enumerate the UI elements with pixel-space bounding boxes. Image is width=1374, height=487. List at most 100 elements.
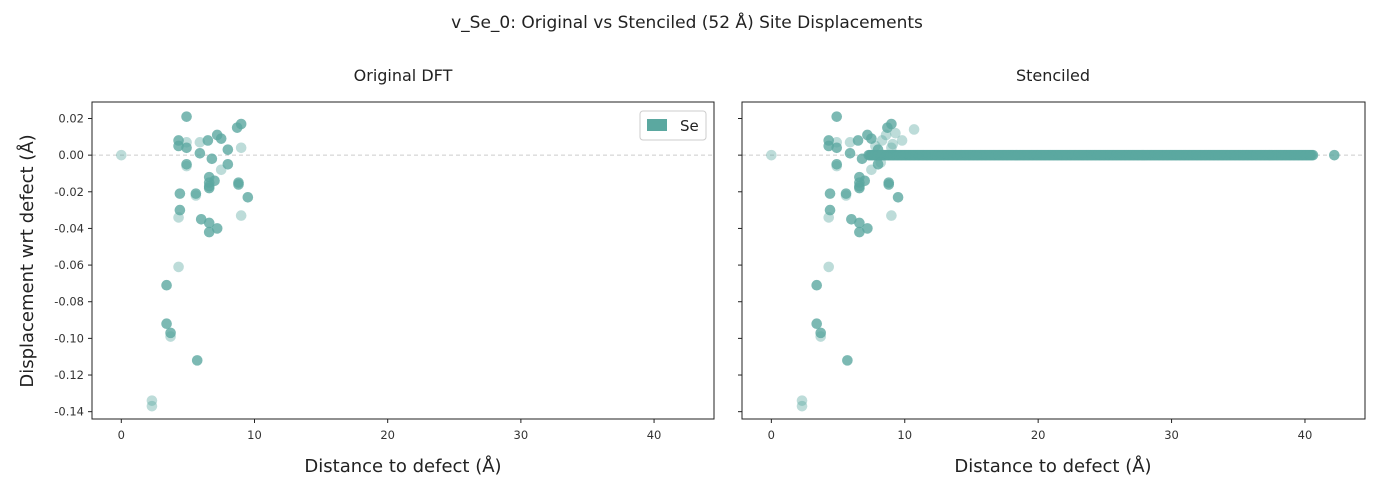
legend: Se — [639, 110, 707, 141]
axes-original: 0 10 20 30 40 0.02 0.00 -0.02 -0.04 -0.06 -0.08 -0.… — [54, 101, 715, 442]
scatter-point — [856, 153, 868, 165]
panel-title-original: Original DFT — [354, 66, 453, 85]
scatter-point — [823, 261, 835, 273]
scatter-point — [194, 148, 206, 159]
scatter-point — [876, 135, 888, 146]
scatter-point — [194, 137, 206, 148]
y-tick-label: 0.00 — [58, 148, 84, 162]
figure-title: v_Se_0: Original vs Stenciled (52 Å) Sit… — [451, 11, 923, 33]
scatter-point — [190, 188, 202, 199]
x-tick-label: 30 — [1164, 428, 1179, 442]
scatter-point — [883, 179, 895, 190]
scatter-point — [203, 217, 215, 229]
scatter-point — [181, 160, 192, 172]
x-tick-label: 10 — [897, 428, 912, 442]
scatter-point — [146, 400, 158, 412]
axes-stenciled: 0 10 20 30 40 — [738, 101, 1366, 442]
panel-title-stenciled: Stenciled — [1016, 66, 1090, 85]
scatter-point — [233, 179, 244, 190]
scatter-point — [811, 318, 823, 330]
scatter-point — [235, 210, 247, 221]
scatter-point — [181, 111, 192, 122]
x-tick-label: 40 — [1298, 428, 1313, 442]
scatter-point — [875, 157, 887, 168]
scatter-point — [165, 331, 176, 342]
scatter-point — [844, 148, 856, 159]
x-tick-label: 40 — [647, 428, 662, 442]
scatter-point — [859, 175, 871, 187]
scatter-point — [1307, 149, 1319, 161]
scatter-point — [190, 190, 202, 201]
scatter-point — [222, 144, 234, 155]
y-tick-label: -0.10 — [54, 331, 84, 345]
scatter-point — [854, 217, 865, 229]
y-tick-label: 0.02 — [58, 111, 84, 125]
scatter-point — [181, 159, 192, 170]
y-tick-label: -0.12 — [54, 368, 84, 382]
scatter-point — [880, 129, 892, 141]
scatter-point — [831, 159, 843, 170]
scatter-point — [174, 188, 186, 199]
scatter-point — [815, 331, 827, 342]
scatter-point — [181, 142, 192, 154]
scatter-point — [872, 159, 884, 170]
scatter-point — [908, 124, 920, 135]
scatter-point — [862, 223, 873, 234]
scatter-point — [872, 144, 884, 155]
legend-label-se: Se — [680, 117, 699, 135]
x-tick-label: 30 — [514, 428, 529, 442]
scatter-point — [831, 142, 843, 154]
y-tick-label: -0.02 — [54, 185, 84, 199]
scatter-point — [161, 318, 172, 330]
scatter-point — [206, 153, 218, 165]
y-axis-label: Displacement wrt defect (Å) — [16, 134, 38, 387]
scatter-point — [146, 395, 158, 406]
scatter-point — [886, 210, 897, 221]
plot-frame — [91, 101, 715, 420]
scatter-point — [844, 137, 856, 148]
scatter-point — [242, 191, 254, 203]
x-tick-label: 20 — [380, 428, 395, 442]
scatter-point — [892, 191, 904, 203]
scatter-point — [161, 279, 172, 291]
y-tick-label: -0.06 — [54, 258, 84, 272]
scatter-marks-stenciled — [742, 111, 1365, 412]
panel-stenciled: Stenciled 0 10 20 30 40 Distance to defect (… — [738, 66, 1366, 477]
scatter-point — [1329, 149, 1340, 161]
x-tick-label: 0 — [768, 428, 775, 442]
scatter-point — [222, 159, 234, 170]
x-tick-label: 0 — [118, 428, 125, 442]
scatter-point — [852, 135, 864, 146]
scatter-point — [831, 160, 843, 172]
scatter-point — [824, 204, 836, 216]
scatter-point — [823, 140, 835, 152]
scatter-point — [854, 226, 865, 238]
scatter-point — [173, 140, 184, 152]
scatter-point — [203, 182, 215, 194]
scatter-point — [173, 261, 184, 273]
scatter-point — [815, 327, 827, 339]
y-tick-label: -0.14 — [54, 405, 84, 419]
scatter-point — [191, 355, 203, 366]
plot-frame — [741, 101, 1366, 420]
scatter-point — [202, 135, 214, 146]
scatter-point — [215, 133, 227, 144]
scatter-point — [840, 188, 852, 199]
x-tick-label: 10 — [247, 428, 262, 442]
scatter-point — [842, 355, 853, 366]
x-tick-label: 20 — [1031, 428, 1046, 442]
scatter-point — [766, 149, 777, 161]
scatter-point — [203, 226, 215, 238]
scatter-point — [211, 223, 223, 234]
scatter-point — [811, 279, 823, 291]
scatter-point — [209, 175, 220, 187]
y-tick-label: -0.08 — [54, 295, 84, 309]
scatter-point — [886, 118, 897, 130]
scatter-point — [796, 395, 808, 406]
scatter-point — [116, 149, 127, 161]
scatter-point — [870, 140, 881, 152]
scatter-point — [174, 204, 186, 216]
legend-box — [639, 110, 707, 141]
scatter-point — [195, 213, 207, 225]
